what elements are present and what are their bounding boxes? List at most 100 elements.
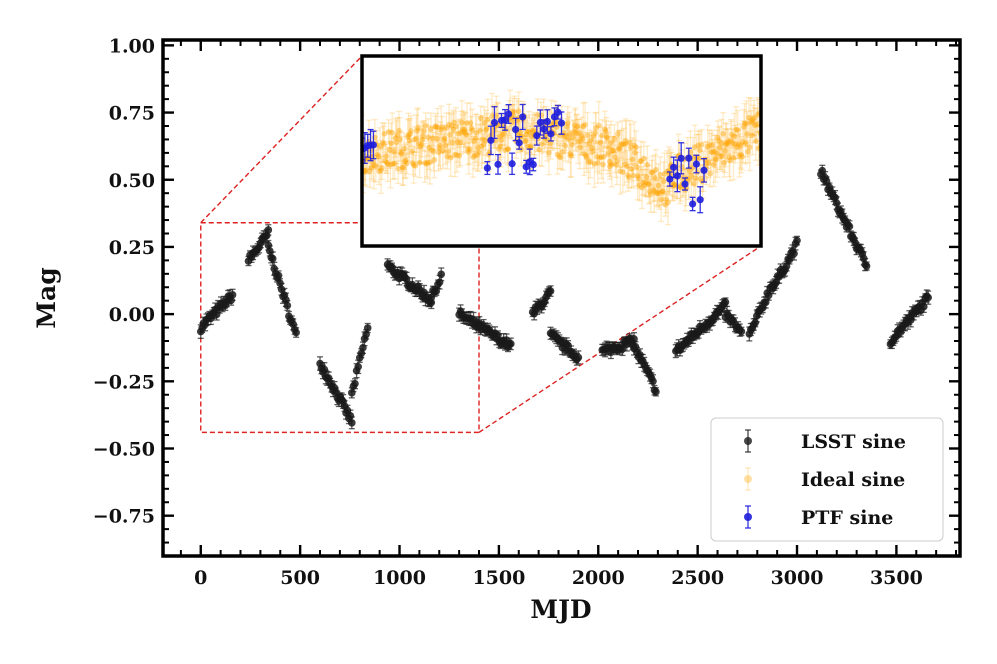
- ideal-point: [589, 145, 595, 151]
- ideal-point: [734, 127, 741, 133]
- ideal-point: [768, 148, 774, 154]
- ideal-point: [737, 143, 744, 149]
- ideal-point: [798, 151, 804, 157]
- ideal-point: [709, 142, 715, 149]
- ideal-point: [480, 141, 487, 148]
- ideal-point: [649, 169, 656, 175]
- ideal-point: [446, 121, 452, 128]
- ideal-point: [478, 143, 485, 150]
- ideal-point: [631, 142, 638, 149]
- ideal-point: [905, 175, 911, 181]
- ideal-point: [938, 140, 944, 146]
- ideal-point: [831, 132, 837, 138]
- ideal-point: [889, 173, 895, 179]
- ideal-point: [985, 165, 991, 171]
- ideal-point: [933, 170, 939, 176]
- ideal-point: [571, 129, 577, 136]
- ideal-point: [841, 158, 847, 164]
- ideal-point: [608, 161, 615, 168]
- ideal-point: [976, 172, 982, 178]
- ideal-point: [716, 145, 723, 151]
- ideal-point: [818, 142, 824, 148]
- ideal-point: [425, 134, 432, 141]
- ideal-point: [863, 157, 869, 163]
- inset-background: [362, 56, 761, 246]
- ideal-point: [857, 154, 863, 160]
- ideal-point: [559, 149, 566, 155]
- zoom-connector-bottom: [478, 245, 762, 433]
- ideal-point: [437, 142, 444, 149]
- ideal-point: [784, 114, 790, 120]
- ideal-point: [795, 131, 801, 137]
- ideal-point: [894, 161, 900, 167]
- ideal-point: [451, 119, 457, 126]
- zoom-indicator: [200, 55, 762, 434]
- ideal-point: [920, 153, 926, 159]
- ideal-point: [742, 140, 749, 147]
- ideal-point: [888, 155, 894, 161]
- ideal-point: [470, 154, 476, 160]
- ideal-point: [825, 144, 831, 150]
- ideal-point: [806, 138, 812, 144]
- ideal-point: [461, 126, 468, 133]
- ideal-point: [638, 158, 644, 165]
- ideal-point: [505, 146, 512, 152]
- ideal-point: [705, 160, 712, 166]
- ideal-point: [867, 135, 873, 141]
- ideal-point: [653, 166, 659, 173]
- ideal-point: [434, 136, 440, 142]
- ideal-point: [479, 136, 486, 143]
- ideal-point: [386, 146, 393, 153]
- ideal-point: [711, 148, 718, 155]
- ideal-point: [561, 133, 568, 140]
- ideal-point: [582, 121, 588, 128]
- ideal-point: [858, 150, 864, 156]
- ideal-point: [472, 153, 478, 159]
- ideal-point: [814, 147, 820, 153]
- ideal-point: [932, 153, 938, 159]
- ideal-point: [803, 148, 809, 154]
- ideal-point: [743, 120, 750, 127]
- ideal-point: [645, 180, 651, 187]
- ideal-point: [459, 126, 466, 133]
- ideal-point: [441, 137, 447, 144]
- ideal-point: [416, 159, 423, 166]
- lsst-point: [228, 291, 237, 299]
- ideal-point: [978, 175, 984, 181]
- ideal-point: [769, 133, 775, 139]
- ideal-point: [841, 138, 847, 144]
- ideal-point: [417, 143, 424, 150]
- ideal-point: [458, 129, 464, 136]
- ideal-point: [793, 119, 799, 125]
- ideal-point: [860, 138, 866, 144]
- ideal-point: [805, 133, 811, 139]
- ideal-point: [603, 134, 610, 140]
- ideal-point: [604, 135, 611, 141]
- ideal-point: [620, 169, 626, 175]
- ideal-point: [988, 149, 994, 155]
- ideal-point: [908, 162, 914, 168]
- ideal-point: [980, 155, 986, 161]
- ideal-point: [392, 135, 399, 141]
- lsst-point: [862, 262, 871, 270]
- ideal-point: [639, 184, 645, 191]
- ideal-point: [605, 150, 612, 157]
- ideal-point: [839, 135, 845, 141]
- ideal-point: [830, 150, 836, 156]
- ideal-point: [726, 154, 732, 160]
- ideal-point: [467, 120, 474, 126]
- ideal-point: [656, 190, 663, 197]
- ideal-point: [397, 149, 404, 156]
- ideal-point: [651, 189, 657, 195]
- ideal-point: [821, 128, 827, 134]
- lsst-point: [924, 293, 932, 302]
- ideal-point: [710, 149, 716, 155]
- ideal-point: [634, 173, 641, 179]
- ideal-point: [851, 147, 857, 153]
- ideal-point: [967, 140, 973, 146]
- ideal-point: [793, 139, 799, 145]
- ideal-point: [484, 116, 491, 123]
- ideal-point: [719, 153, 726, 159]
- ideal-point: [378, 167, 384, 174]
- ideal-point: [443, 125, 450, 131]
